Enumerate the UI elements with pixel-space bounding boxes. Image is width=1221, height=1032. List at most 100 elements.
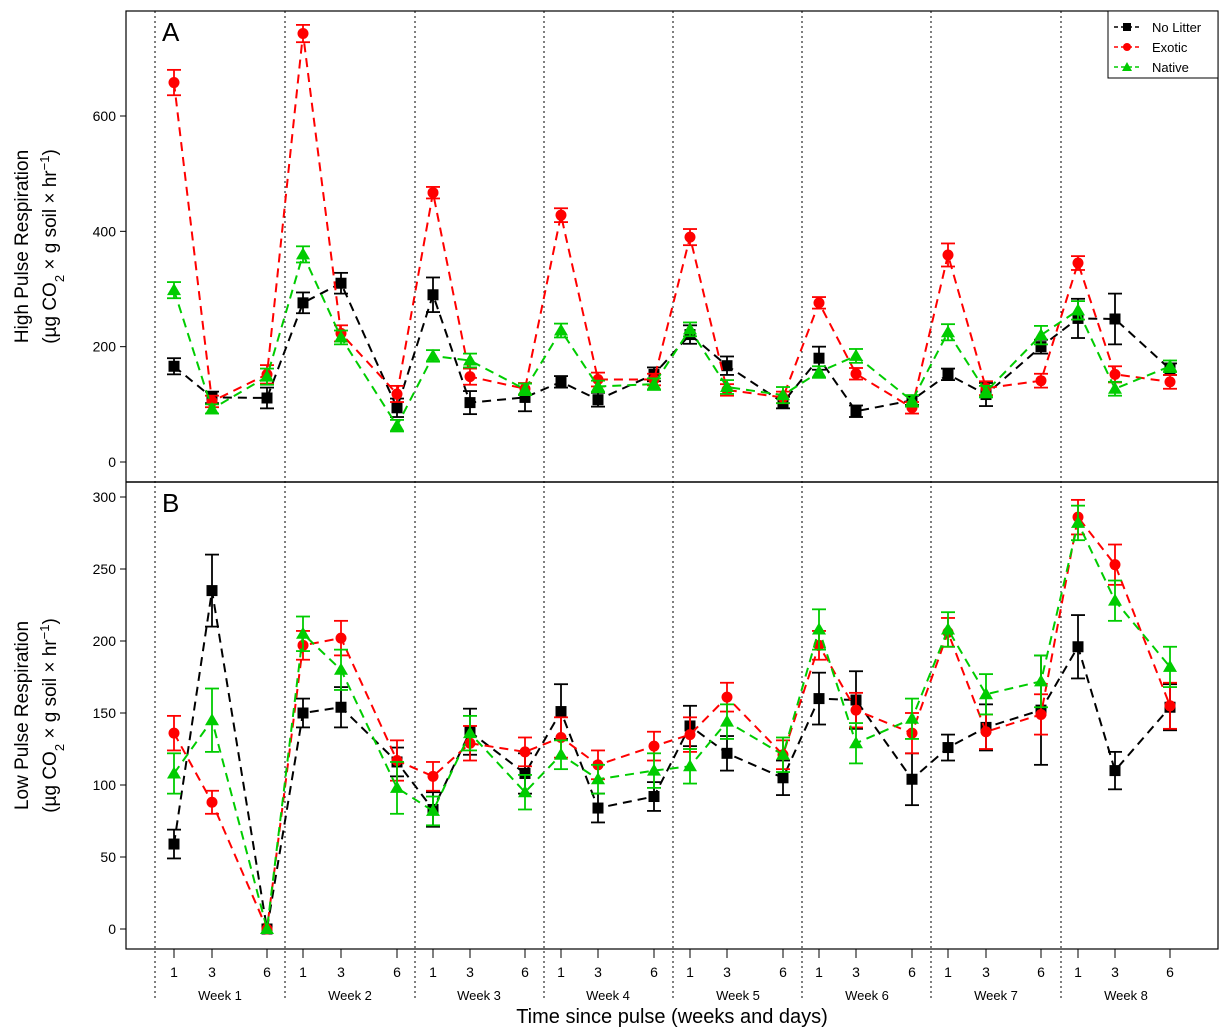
data-point: [648, 791, 660, 803]
series-exotic: [167, 498, 1177, 935]
data-point: [261, 392, 273, 404]
x-axis: 1 3 6 1 3 6 1 3 6 1 3 6 1 3 6 1 3 6 1 3 6 1 3 6 Week 1 Week 2 Week…: [170, 949, 1174, 1028]
legend: No Litter Exotic Native: [1107, 10, 1219, 79]
data-point: [206, 585, 218, 597]
week-label: Week 1: [198, 988, 242, 1003]
data-point: [296, 247, 310, 260]
data-point: [391, 755, 403, 767]
legend-label: Exotic: [1152, 40, 1188, 55]
x-tick-label: 1: [686, 964, 694, 980]
data-point: [813, 297, 825, 309]
data-point: [463, 726, 477, 739]
data-point: [555, 209, 567, 221]
series-no-litter: [167, 271, 1177, 418]
data-point: [1163, 659, 1177, 672]
data-point: [684, 231, 696, 243]
data-point: [592, 394, 604, 406]
data-point: [1035, 341, 1047, 353]
data-point: [941, 622, 955, 635]
x-tick-label: 3: [723, 964, 731, 980]
data-point: [850, 405, 862, 417]
legend-label: No Litter: [1152, 20, 1202, 35]
panel-label: B: [162, 488, 179, 518]
data-point: [168, 727, 180, 739]
data-point: [1108, 381, 1122, 394]
week-label: Week 6: [845, 988, 889, 1003]
panel-label: A: [162, 17, 180, 47]
data-point: [206, 796, 218, 808]
data-point: [297, 28, 309, 40]
y-axis-units-part: 2: [52, 275, 67, 282]
x-tick-label: 6: [650, 964, 658, 980]
data-point: [1163, 359, 1177, 372]
data-point: [296, 626, 310, 639]
x-tick-label: 6: [263, 964, 271, 980]
data-point: [1034, 328, 1048, 341]
x-tick-label: 6: [1166, 964, 1174, 980]
y-axis-title: High Pulse Respiration: [12, 150, 33, 343]
data-point: [941, 325, 955, 338]
data-point: [335, 277, 347, 289]
y-tick-label: 200: [93, 339, 117, 355]
data-point: [519, 746, 531, 758]
data-point: [390, 780, 404, 793]
data-point: [260, 369, 274, 382]
y-tick-label: 250: [93, 561, 117, 577]
data-point: [427, 289, 439, 301]
data-point: [721, 691, 733, 703]
data-point: [391, 388, 403, 400]
y-axis-units-part: ): [40, 618, 61, 624]
data-point: [942, 368, 954, 380]
data-point: [260, 922, 274, 934]
data-point: [334, 662, 348, 675]
y-axis-units-part: −1: [37, 625, 52, 640]
data-point: [335, 701, 347, 713]
data-point: [390, 418, 404, 431]
data-point: [426, 348, 440, 361]
data-point: [647, 377, 661, 390]
data-point: [1109, 559, 1121, 571]
y-axis-units-part: ): [40, 149, 61, 155]
data-point: [720, 714, 734, 727]
data-point: [1164, 376, 1176, 388]
week-label: Week 5: [716, 988, 760, 1003]
x-tick-label: 6: [908, 964, 916, 980]
week-label: Week 8: [1104, 988, 1148, 1003]
data-point: [427, 770, 439, 782]
series-line: [173, 590, 1171, 930]
data-point: [683, 759, 697, 772]
y-axis-units: (µg CO2 × g soil × hr−1): [37, 149, 67, 344]
data-point: [591, 379, 605, 392]
data-point: [335, 632, 347, 644]
series-line: [173, 281, 1171, 413]
series-line: [173, 251, 1171, 428]
x-tick-label: 3: [466, 964, 474, 980]
y-axis-units: (µg CO2 × g soil × hr−1): [37, 618, 67, 813]
data-point: [168, 77, 180, 89]
data-point: [592, 802, 604, 814]
data-point: [979, 687, 993, 700]
data-point: [1109, 368, 1121, 380]
x-tick-label: 6: [393, 964, 401, 980]
data-point: [813, 352, 825, 364]
y-tick-label: 100: [93, 777, 117, 793]
series-no-litter: [167, 553, 1177, 935]
series-native: [167, 504, 1177, 934]
data-point: [167, 283, 181, 296]
data-point: [1035, 708, 1047, 720]
y-axis-units-part: × g soil × hr: [40, 170, 61, 275]
series-native: [167, 245, 1177, 433]
x-tick-label: 1: [557, 964, 565, 980]
data-point: [519, 767, 531, 779]
data-point: [464, 397, 476, 409]
data-point: [1164, 700, 1176, 712]
data-point: [776, 747, 790, 760]
data-point: [905, 711, 919, 724]
week-label: Week 3: [457, 988, 501, 1003]
x-tick-label: 3: [982, 964, 990, 980]
x-tick-label: 6: [1037, 964, 1045, 980]
data-point: [1071, 515, 1085, 528]
x-tick-label: 3: [208, 964, 216, 980]
